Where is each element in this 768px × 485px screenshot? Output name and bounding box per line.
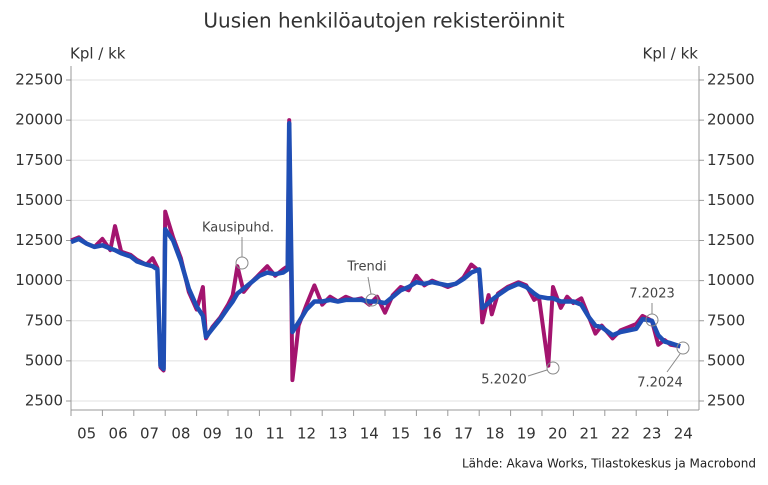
leader-line — [666, 353, 681, 373]
y-tick-label: 20000 — [15, 111, 63, 129]
leader-line — [527, 369, 548, 377]
x-tick-label: 16 — [423, 425, 442, 443]
y2-tick-label: 17500 — [707, 151, 755, 169]
x-tick-label: 21 — [580, 425, 599, 443]
annotation: Trendi — [346, 260, 386, 275]
y2-tick-label: 5000 — [707, 351, 745, 369]
x-tick-label: 06 — [109, 425, 128, 443]
x-tick-label: 18 — [485, 425, 504, 443]
x-tick-label: 08 — [171, 425, 190, 443]
y-tick-label: 15000 — [15, 191, 63, 209]
annotation-circle — [235, 256, 249, 270]
annotation: Kausipuhd. — [202, 221, 274, 236]
y2-tick-label: 7500 — [707, 311, 745, 329]
y2-tick-label: 10000 — [707, 271, 755, 289]
y-tick-label: 2500 — [25, 392, 63, 410]
x-tick-label: 10 — [234, 425, 253, 443]
y-tick-label: 22500 — [15, 71, 63, 89]
annotation-circle — [676, 341, 690, 355]
annotation-circle — [365, 293, 379, 307]
y2-tick-label: 20000 — [707, 111, 755, 129]
x-tick-label: 24 — [674, 425, 693, 443]
series-line — [70, 121, 681, 372]
x-tick-label: 20 — [548, 425, 567, 443]
y2-axis-label: Kpl / kk — [643, 45, 699, 63]
x-tick-label: 09 — [203, 425, 222, 443]
y-tick-label: 10000 — [15, 271, 63, 289]
x-tick-label: 17 — [454, 425, 473, 443]
x-tick-label: 23 — [642, 425, 661, 443]
x-tick-label: 11 — [266, 425, 285, 443]
x-tick-label: 14 — [360, 425, 379, 443]
annotation: 7.2023 — [629, 287, 675, 302]
y2-tick-label: 15000 — [707, 191, 755, 209]
x-tick-label: 12 — [297, 425, 316, 443]
y-tick-label: 7500 — [25, 311, 63, 329]
annotation: 7.2024 — [637, 376, 683, 391]
y2-tick-label: 2500 — [707, 392, 745, 410]
annotation-circle — [546, 361, 560, 375]
y-tick-label: 17500 — [15, 151, 63, 169]
x-tick-label: 19 — [517, 425, 536, 443]
leader-line — [367, 276, 372, 295]
x-tick-label: 13 — [328, 425, 347, 443]
chart-title: Uusien henkilöautojen rekisteröinnit — [203, 9, 564, 33]
x-tick-label: 07 — [140, 425, 159, 443]
annotations: Kausipuhd. Trendi 5.2020 7.2023 7.2024 — [202, 221, 690, 391]
x-tick-label: 15 — [391, 425, 410, 443]
annotation: 5.2020 — [481, 373, 527, 388]
y-axis-label: Kpl / kk — [70, 45, 126, 63]
annotation-circle — [645, 313, 659, 327]
y-tick-label: 5000 — [25, 351, 63, 369]
x-tick-label: 05 — [77, 425, 96, 443]
y2-tick-label: 12500 — [707, 231, 755, 249]
source: Lähde: Akava Works, Tilastokeskus ja Mac… — [462, 457, 756, 471]
y2-tick-label: 22500 — [707, 71, 755, 89]
x-tick-label: 22 — [611, 425, 630, 443]
y-tick-label: 12500 — [15, 231, 63, 249]
